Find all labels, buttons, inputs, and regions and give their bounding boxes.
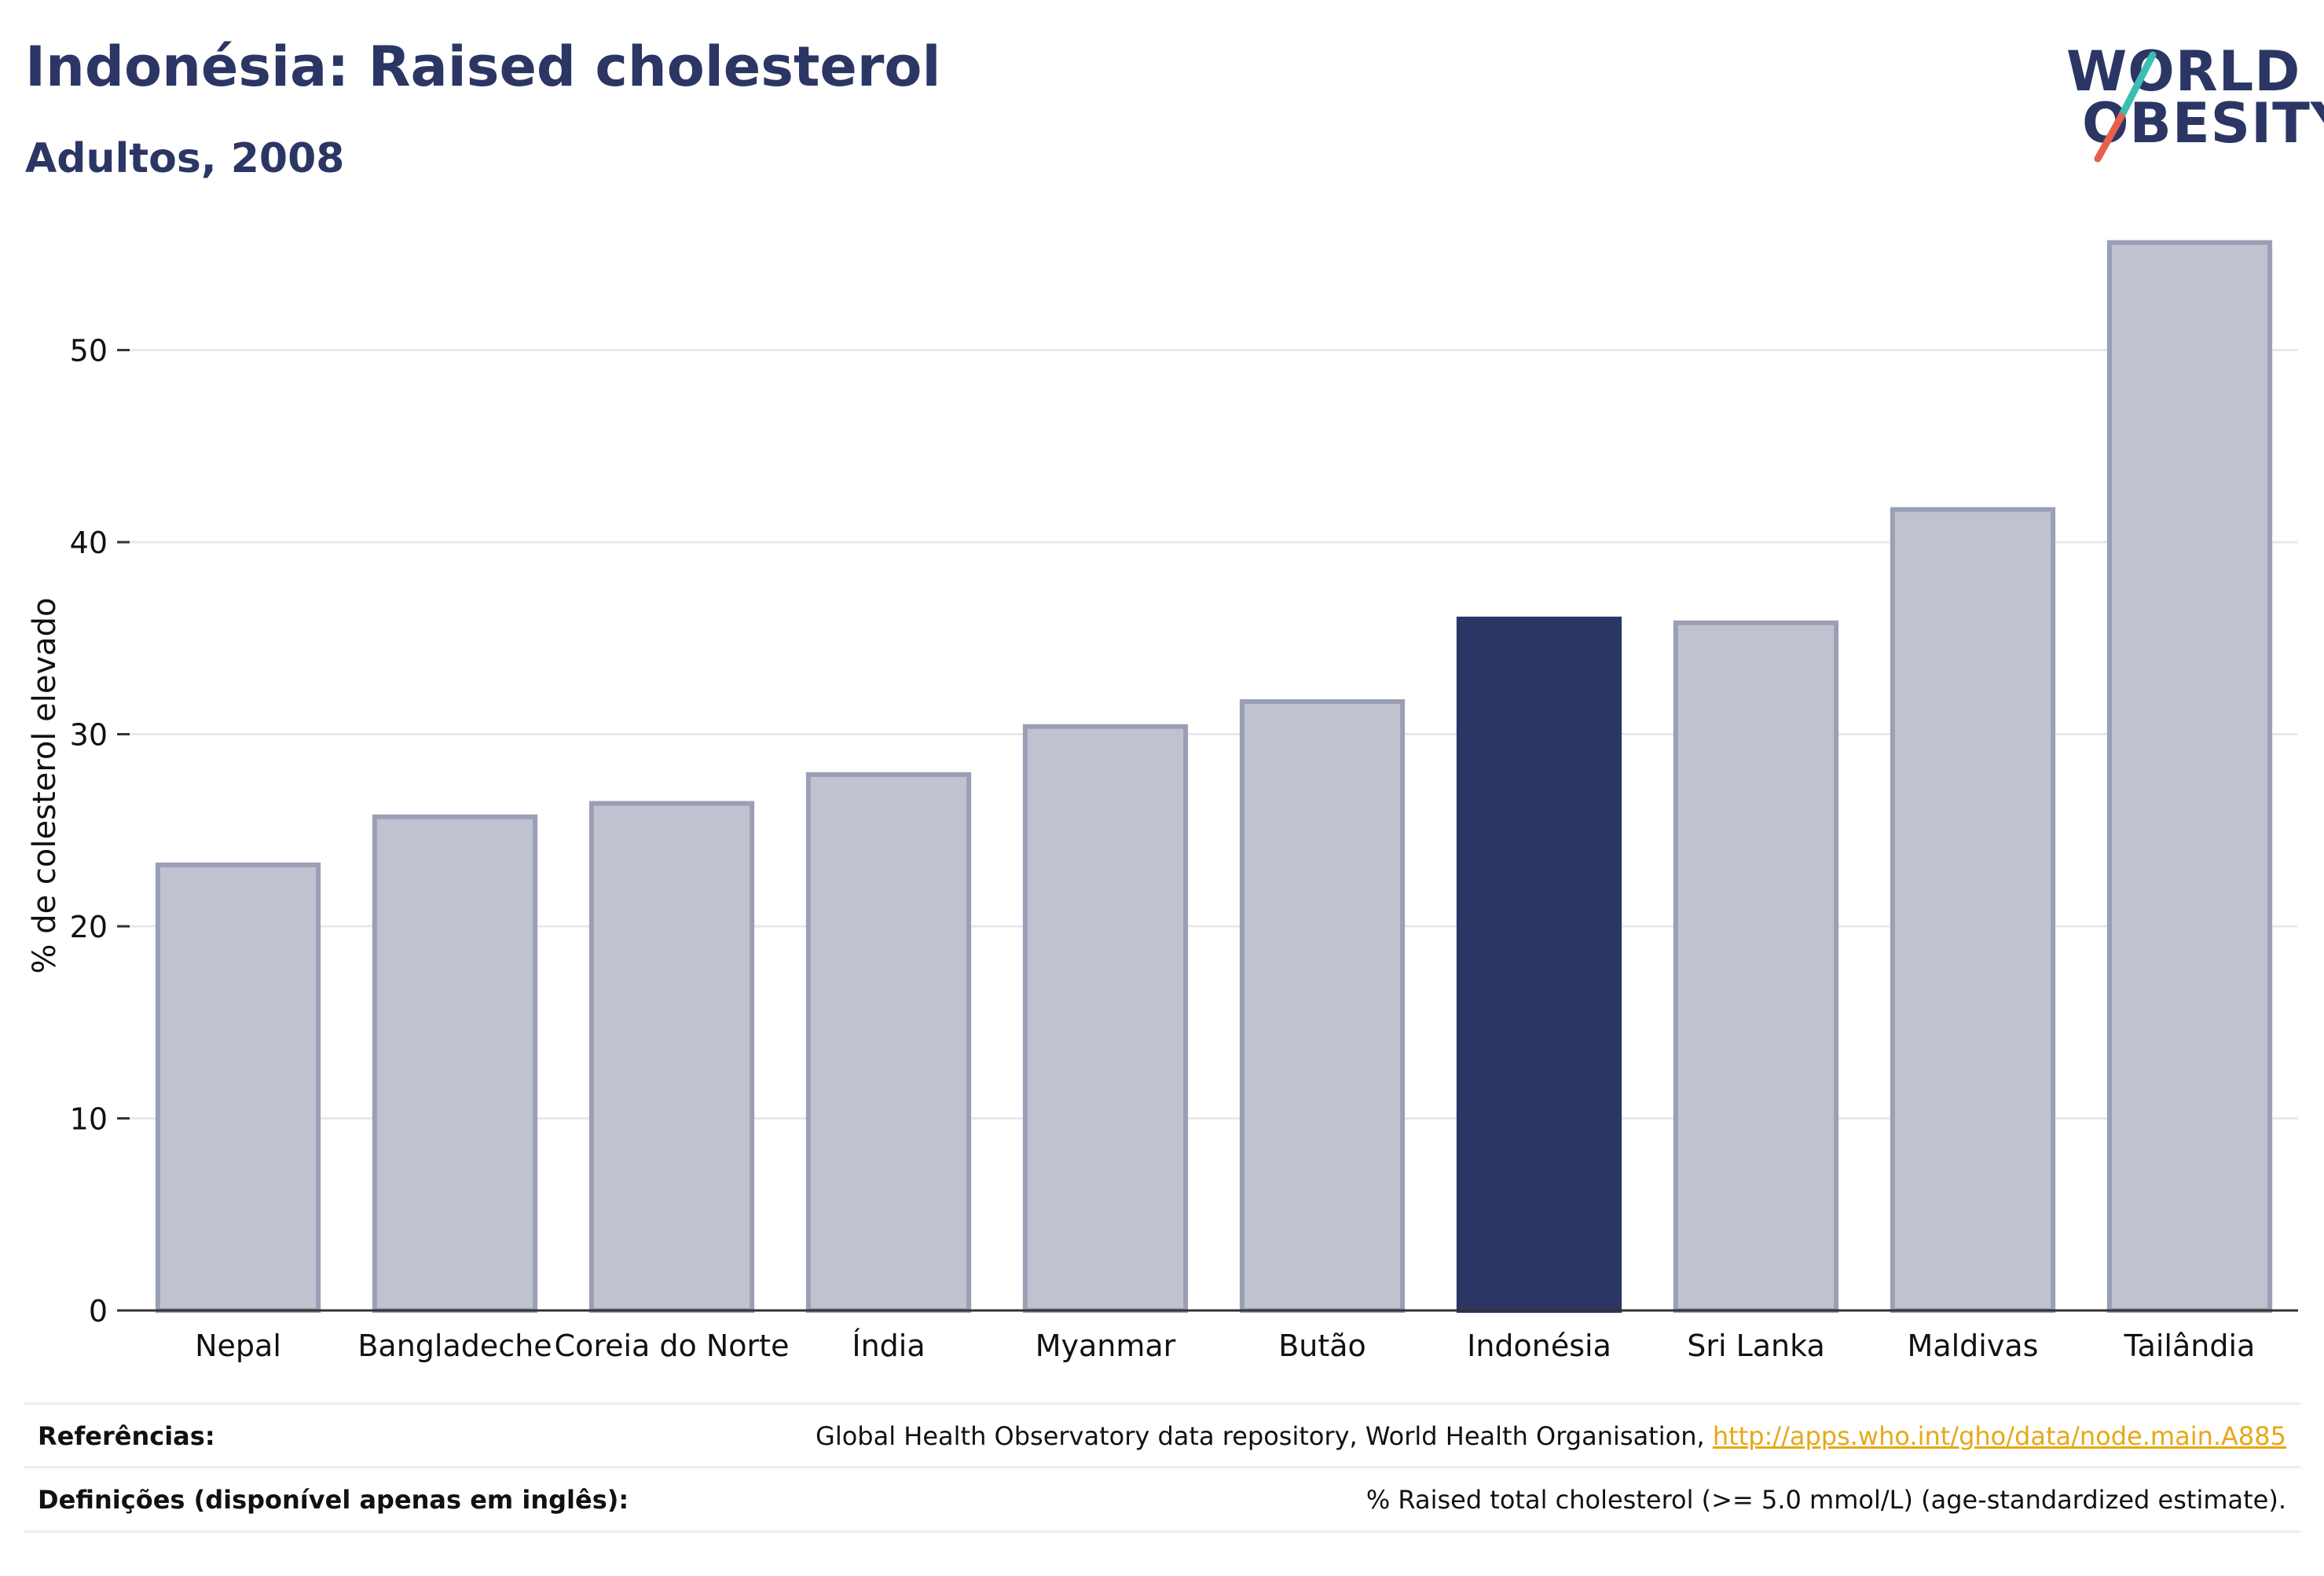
chart-subtitle: Adultos, 2008 [25, 135, 345, 182]
y-axis: 0 10 20 30 40 50 [70, 334, 130, 1329]
bar-tailândia[interactable] [2106, 240, 2273, 1313]
bar-chart: Nepal Bangladeche Coreia do Norte Índia Myan… [27, 240, 2298, 1363]
references-row: Referências: Global Health Observatory d… [24, 1402, 2300, 1468]
y-axis-label: % de colesterol elevado [27, 597, 63, 973]
x-tick-label: Indonésia [1467, 1329, 1611, 1363]
y-tick-label: 50 [70, 334, 108, 368]
x-tick-label: Índia [852, 1329, 925, 1363]
references-label: Referências: [38, 1421, 215, 1451]
y-tick-label: 10 [70, 1102, 108, 1137]
x-axis: Nepal Bangladeche Coreia do Norte Índia Myan… [130, 1309, 2298, 1363]
x-tick-label: Bangladeche [357, 1329, 552, 1363]
y-tick-label: 20 [70, 910, 108, 944]
bar-sri-lanka[interactable] [1673, 620, 1839, 1313]
bar-myanmar[interactable] [1022, 724, 1189, 1313]
chart-title: Indonésia: Raised cholesterol [25, 35, 941, 99]
x-tick-label: Coreia do Norte [555, 1329, 790, 1363]
x-tick-label: Nepal [195, 1329, 281, 1363]
bar-maldivas[interactable] [1890, 507, 2056, 1313]
x-tick-label: Tailândia [2124, 1329, 2256, 1363]
y-tick-label: 0 [89, 1294, 108, 1329]
logo-line-1: WORLD [2066, 39, 2301, 104]
definitions-label: Definições (disponível apenas em inglês)… [38, 1485, 629, 1515]
footer-divider [24, 1530, 2300, 1533]
bar-índia[interactable] [805, 772, 972, 1313]
world-obesity-logo[interactable]: WORLD OBESITY [2043, 24, 2324, 173]
references-value: Global Health Observatory data repositor… [816, 1421, 2300, 1451]
x-tick-label: Butão [1278, 1329, 1366, 1363]
logo-line-2: OBESITY [2082, 91, 2324, 156]
y-tick-label: 30 [70, 718, 108, 753]
x-tick-label: Sri Lanka [1687, 1329, 1825, 1363]
y-tick-label: 40 [70, 526, 108, 560]
definitions-row: Definições (disponível apenas em inglês)… [24, 1466, 2300, 1531]
bar-nepal[interactable] [155, 862, 321, 1314]
references-text: Global Health Observatory data repositor… [816, 1421, 1713, 1451]
bar-coreia-do-norte[interactable] [588, 801, 755, 1313]
bar-butão[interactable] [1239, 698, 1406, 1313]
references-link[interactable]: http://apps.who.int/gho/data/node.main.A… [1712, 1421, 2286, 1451]
bars [155, 240, 2273, 1314]
logo-slash-icon [2094, 51, 2157, 163]
x-tick-label: Myanmar [1036, 1329, 1176, 1363]
bar-bangladeche[interactable] [372, 814, 538, 1313]
x-tick-label: Maldivas [1908, 1329, 2039, 1363]
definitions-text: % Raised total cholesterol (>= 5.0 mmol/… [1365, 1485, 2286, 1515]
bar-indonésia[interactable] [1456, 616, 1622, 1313]
